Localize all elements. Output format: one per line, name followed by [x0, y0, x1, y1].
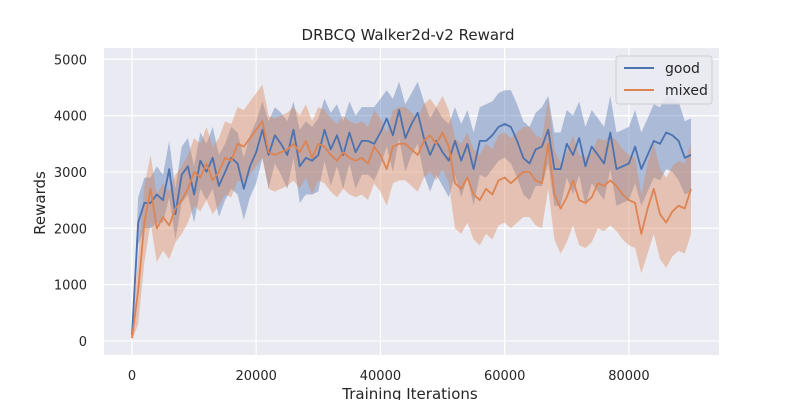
x-tick-label: 60000 — [484, 369, 525, 384]
legend-label-mixed: mixed — [665, 83, 708, 99]
x-tick-label: 20000 — [236, 369, 277, 384]
y-tick-label: 0 — [79, 335, 87, 350]
series-lines — [131, 109, 692, 339]
x-axis-label: Training Iterations — [341, 385, 478, 400]
x-tick-label: 80000 — [608, 369, 649, 384]
x-tick-labels: 0 20000 40000 60000 80000 — [128, 369, 650, 384]
line-good — [131, 109, 692, 336]
chart-title: DRBCQ Walker2d-v2 Reward — [302, 26, 515, 44]
y-tick-label: 2000 — [54, 222, 87, 237]
y-axis-label: Rewards — [31, 171, 49, 235]
x-tick-label: 40000 — [360, 369, 401, 384]
x-tick-label: 0 — [128, 369, 136, 384]
y-tick-label: 3000 — [54, 166, 87, 181]
y-tick-label: 4000 — [54, 110, 87, 125]
y-tick-label: 1000 — [54, 279, 87, 294]
y-tick-label: 5000 — [54, 53, 87, 68]
legend-label-good: good — [665, 61, 700, 77]
y-tick-labels: 0 1000 2000 3000 4000 5000 — [54, 53, 87, 350]
line-mixed — [131, 120, 692, 339]
legend: good mixed — [615, 55, 713, 105]
